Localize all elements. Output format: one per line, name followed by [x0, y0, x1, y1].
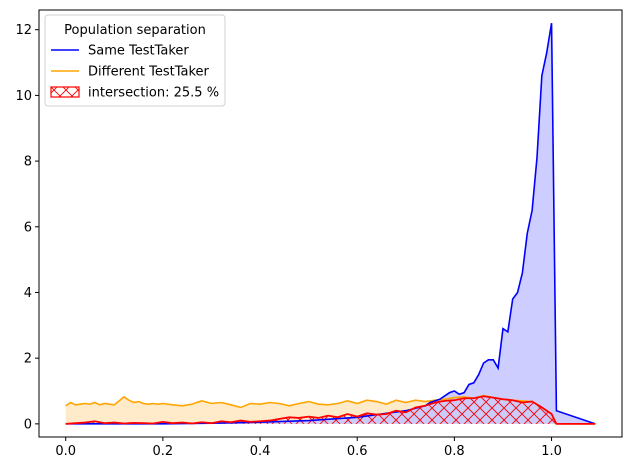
x-tick-label: 1.0: [541, 444, 562, 459]
legend-label-different: Different TestTaker: [88, 65, 210, 80]
legend-title: Population separation: [64, 23, 206, 38]
legend: Population separation Same TestTaker Dif…: [44, 14, 226, 107]
x-tick-label: 0.2: [153, 444, 174, 459]
y-tick-label: 2: [24, 352, 32, 367]
x-tick-label: 0.0: [55, 444, 76, 459]
y-tick-label: 4: [24, 286, 32, 301]
y-tick-label: 12: [15, 23, 32, 38]
y-tick-label: 6: [24, 220, 32, 235]
y-tick-label: 10: [15, 89, 32, 104]
y-tick-label: 8: [24, 155, 32, 170]
x-tick-label: 0.8: [444, 444, 465, 459]
y-tick-label: 0: [24, 417, 32, 432]
plot-frame: [38, 9, 623, 438]
intersection-line: [65, 395, 596, 425]
legend-label-same: Same TestTaker: [88, 44, 189, 59]
legend-swatch-intersection: [50, 86, 80, 98]
same-testtaker-area: [65, 23, 596, 424]
intersection-hatch-area: [65, 396, 596, 424]
legend-label-intersection: intersection: 25.5 %: [88, 86, 219, 101]
x-tick-label: 0.6: [347, 444, 368, 459]
x-tick-label: 0.4: [250, 444, 271, 459]
